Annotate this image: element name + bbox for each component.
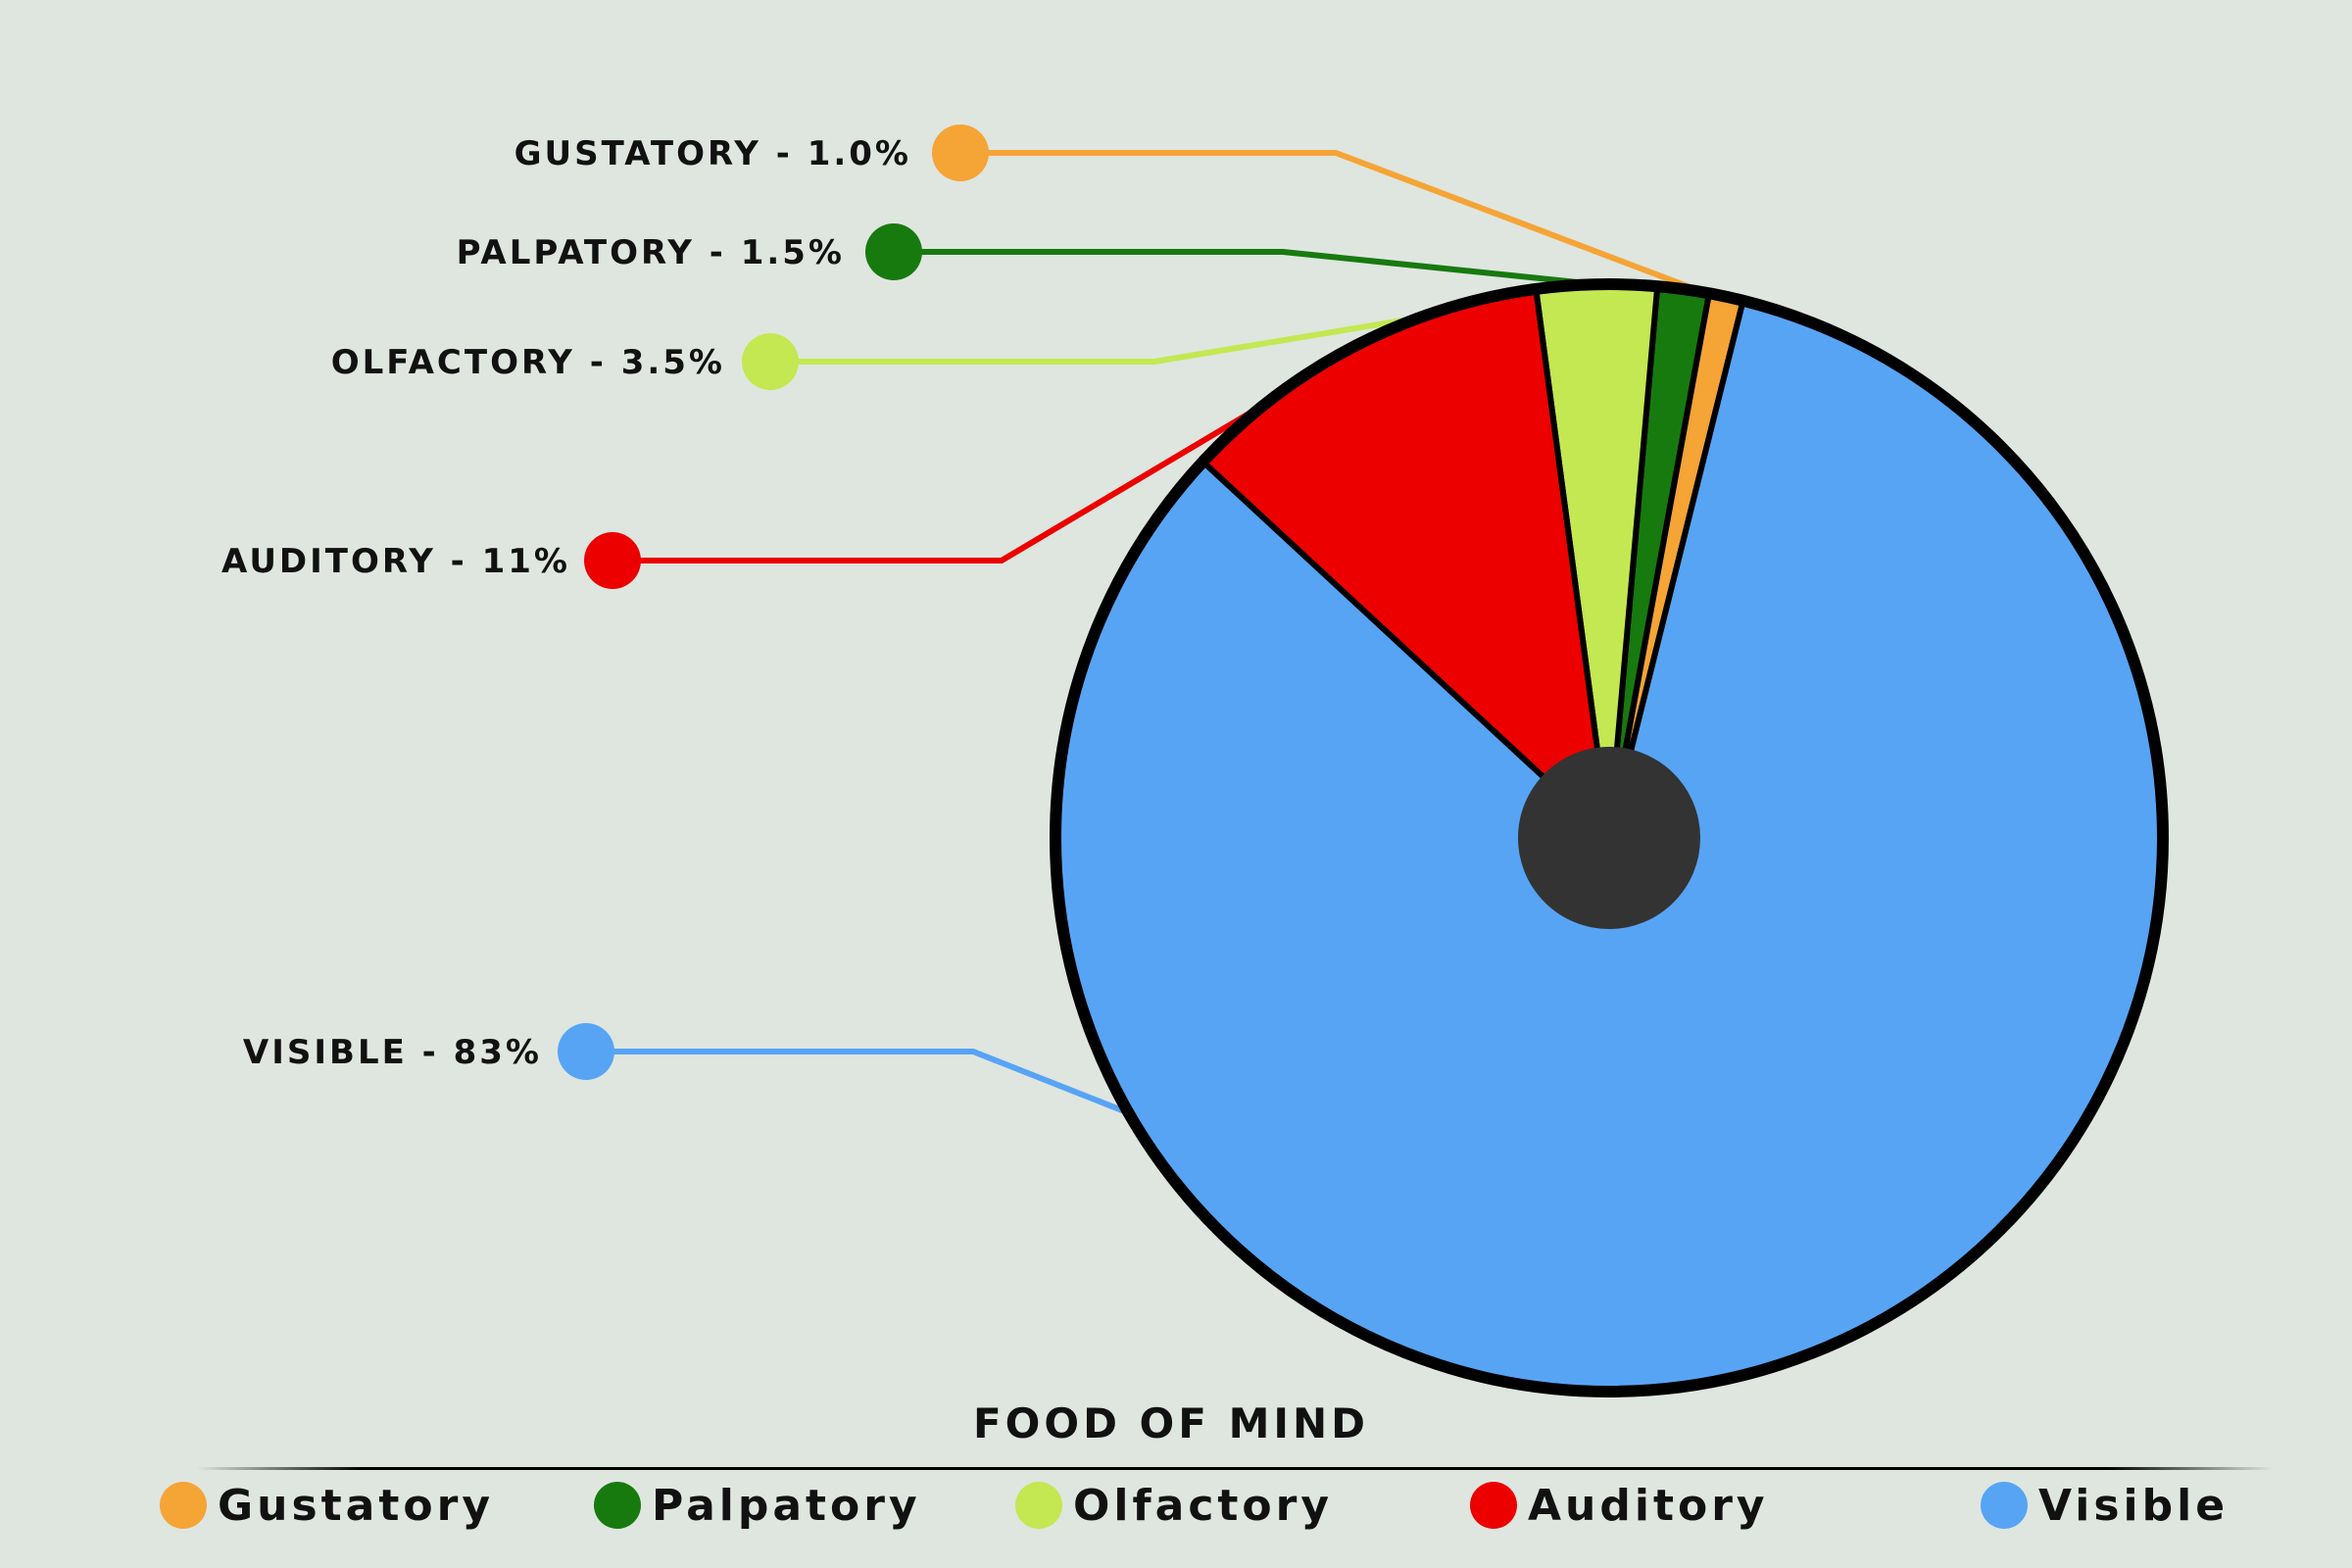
callout-label-palpatory: PALPATORY - 1.5%	[457, 233, 845, 272]
callout-label-gustatory: GUSTATORY - 1.0%	[514, 134, 911, 173]
callout-label-visible: VISIBLE - 83%	[243, 1033, 542, 1072]
legend-divider	[196, 1467, 2274, 1470]
pie-outline	[1050, 278, 2169, 1397]
legend-swatch-visible	[1981, 1482, 2028, 1529]
callouts: GUSTATORY - 1.0% PALPATORY - 1.5% OLFACTOR…	[221, 124, 1768, 1368]
legend-swatch-auditory	[1470, 1482, 1517, 1529]
legend-label-visible: Visible	[2038, 1481, 2229, 1531]
pie-center-hole	[1518, 747, 1700, 929]
callout-line-palpatory	[894, 249, 1684, 297]
callout-dot-gustatory	[932, 124, 989, 181]
callout-dot-palpatory	[865, 223, 922, 280]
callout-line-gustatory	[960, 150, 1727, 304]
callout-dot-auditory	[584, 532, 641, 589]
legend: Gustatory Palpatory Olfactory Auditory Visib…	[160, 1481, 2229, 1531]
chart-title: FOOD OF MIND	[973, 1399, 1369, 1447]
legend-label-olfactory: Olfactory	[1073, 1481, 1333, 1531]
legend-swatch-palpatory	[594, 1482, 641, 1529]
callout-dot-visible	[558, 1023, 614, 1080]
callout-label-auditory: AUDITORY - 11%	[221, 542, 570, 581]
legend-label-palpatory: Palpatory	[652, 1481, 921, 1531]
legend-swatch-olfactory	[1015, 1482, 1062, 1529]
legend-label-gustatory: Gustatory	[218, 1481, 494, 1531]
callout-label-olfactory: OLFACTORY - 3.5%	[331, 343, 725, 382]
legend-label-auditory: Auditory	[1528, 1481, 1769, 1531]
callout-dot-olfactory	[742, 333, 799, 390]
legend-swatch-gustatory	[160, 1482, 207, 1529]
